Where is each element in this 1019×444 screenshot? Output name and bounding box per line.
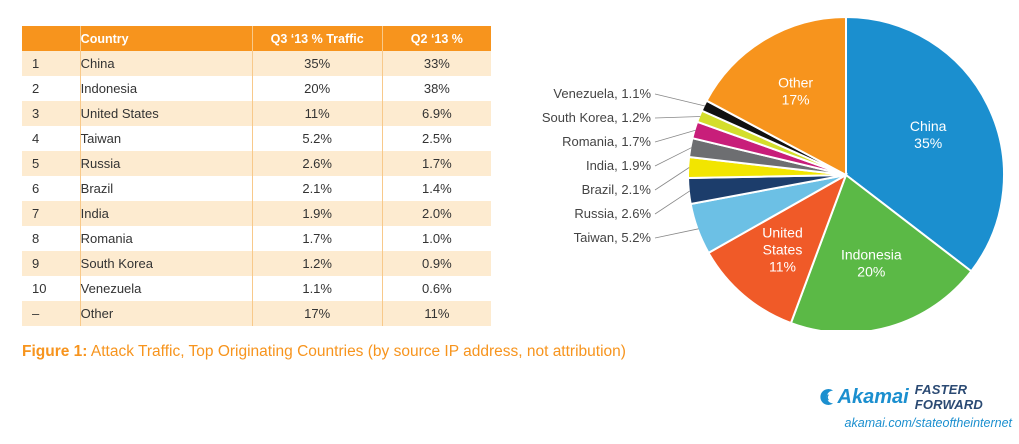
- akamai-logo-icon: [820, 389, 834, 405]
- q2-traffic-cell: 0.9%: [382, 251, 491, 276]
- country-cell: Brazil: [80, 176, 253, 201]
- leader-line-romania: [654, 129, 696, 143]
- header-rank: [22, 26, 81, 51]
- country-cell: Romania: [80, 226, 253, 251]
- brand-url-link[interactable]: akamai.com/stateoftheinternet: [844, 416, 1012, 430]
- rank-cell: 4: [22, 126, 81, 151]
- q2-traffic-cell: 6.9%: [382, 101, 491, 126]
- pie-label-south-korea: South Korea, 1.2%: [542, 110, 652, 125]
- q3-traffic-cell: 1.7%: [252, 226, 383, 251]
- leader-line-taiwan: [654, 228, 699, 239]
- q3-traffic-cell: 1.2%: [252, 251, 383, 276]
- akamai-brand: Akamai FASTER FORWARD akamai.com/stateof…: [818, 382, 1014, 438]
- pie-label-india: India, 1.9%: [586, 158, 651, 173]
- table-header-row: Country Q3 ‘13 % Traffic Q2 ‘13 %: [22, 26, 491, 51]
- table-row: 8 Romania 1.7% 1.0%: [22, 226, 491, 251]
- brand-line: Akamai FASTER FORWARD: [818, 382, 1014, 412]
- table-row: 10 Venezuela 1.1% 0.6%: [22, 276, 491, 301]
- q2-traffic-cell: 1.4%: [382, 176, 491, 201]
- figure-caption-text: Attack Traffic, Top Originating Countrie…: [87, 343, 626, 360]
- q3-traffic-cell: 1.1%: [252, 276, 383, 301]
- pie-label-china: China 35%: [910, 118, 947, 151]
- q2-traffic-cell: 11%: [382, 301, 491, 326]
- rank-cell: –: [22, 301, 81, 326]
- figure-caption-label: Figure 1:: [22, 343, 88, 360]
- q2-traffic-cell: 1.0%: [382, 226, 491, 251]
- leader-line-russia: [654, 190, 691, 215]
- pie-label-united-states: United States 11%: [762, 225, 802, 275]
- leader-line-brazil: [654, 167, 690, 191]
- rank-cell: 10: [22, 276, 81, 301]
- q3-traffic-cell: 2.6%: [252, 151, 383, 176]
- q2-traffic-cell: 2.0%: [382, 201, 491, 226]
- pie-label-romania: Romania, 1.7%: [562, 134, 651, 149]
- rank-cell: 3: [22, 101, 81, 126]
- table-row: 3 United States 11% 6.9%: [22, 101, 491, 126]
- q3-traffic-cell: 2.1%: [252, 176, 383, 201]
- q2-traffic-cell: 2.5%: [382, 126, 491, 151]
- pie-label-indonesia: Indonesia 20%: [841, 247, 902, 280]
- leader-line-south-korea: [654, 116, 701, 119]
- q3-traffic-cell: 20%: [252, 76, 383, 101]
- table-row: 4 Taiwan 5.2% 2.5%: [22, 126, 491, 151]
- attack-traffic-pie-chart: China 35% Indonesia 20% United States 11% Other…: [542, 15, 1006, 330]
- table-row: – Other 17% 11%: [22, 301, 491, 326]
- header-country: Country: [80, 26, 253, 51]
- rank-cell: 2: [22, 76, 81, 101]
- q3-traffic-cell: 1.9%: [252, 201, 383, 226]
- rank-cell: 9: [22, 251, 81, 276]
- rank-cell: 5: [22, 151, 81, 176]
- q3-traffic-cell: 17%: [252, 301, 383, 326]
- country-cell: South Korea: [80, 251, 253, 276]
- pie-label-brazil: Brazil, 2.1%: [582, 182, 652, 197]
- country-cell: Taiwan: [80, 126, 253, 151]
- figure-caption: Figure 1: Attack Traffic, Top Originatin…: [22, 343, 626, 361]
- pie-slice-other: [705, 15, 847, 177]
- q2-traffic-cell: 38%: [382, 76, 491, 101]
- table-row: 9 South Korea 1.2% 0.9%: [22, 251, 491, 276]
- q2-traffic-cell: 0.6%: [382, 276, 491, 301]
- q3-traffic-cell: 11%: [252, 101, 383, 126]
- country-cell: China: [80, 51, 253, 76]
- pie-label-russia: Russia, 2.6%: [574, 206, 651, 221]
- country-cell: United States: [80, 101, 253, 126]
- pie-slice-united-states: [707, 172, 848, 325]
- country-cell: India: [80, 201, 253, 226]
- header-q3-traffic: Q3 ‘13 % Traffic: [252, 26, 383, 51]
- country-cell: Other: [80, 301, 253, 326]
- country-cell: Russia: [80, 151, 253, 176]
- rank-cell: 1: [22, 51, 81, 76]
- table-row: 5 Russia 2.6% 1.7%: [22, 151, 491, 176]
- rank-cell: 7: [22, 201, 81, 226]
- rank-cell: 8: [22, 226, 81, 251]
- header-q2-traffic: Q2 ‘13 %: [382, 26, 491, 51]
- brand-tagline: FASTER FORWARD: [914, 382, 984, 412]
- q3-traffic-cell: 5.2%: [252, 126, 383, 151]
- q3-traffic-cell: 35%: [252, 51, 383, 76]
- leader-line-venezuela: [654, 93, 706, 107]
- table-row: 7 India 1.9% 2.0%: [22, 201, 491, 226]
- brand-name: Akamai: [837, 385, 909, 408]
- country-cell: Venezuela: [80, 276, 253, 301]
- q2-traffic-cell: 33%: [382, 51, 491, 76]
- q2-traffic-cell: 1.7%: [382, 151, 491, 176]
- country-table: Country Q3 ‘13 % Traffic Q2 ‘13 % 1 China…: [22, 26, 491, 326]
- pie-label-other: Other 17%: [778, 75, 813, 108]
- country-cell: Indonesia: [80, 76, 253, 101]
- rank-cell: 6: [22, 176, 81, 201]
- table-row: 1 China 35% 33%: [22, 51, 491, 76]
- table-body: 1 China 35% 33% 2 Indonesia 20% 38% 3 United Stat…: [22, 51, 491, 326]
- pie-slice-indonesia: [789, 173, 973, 330]
- leader-line-india: [654, 147, 692, 167]
- table-row: 2 Indonesia 20% 38%: [22, 76, 491, 101]
- country-table-wrap: Country Q3 ‘13 % Traffic Q2 ‘13 % 1 China…: [22, 26, 491, 326]
- pie-slice-china: [845, 15, 1006, 273]
- pie-label-taiwan: Taiwan, 5.2%: [574, 230, 652, 245]
- pie-label-venezuela: Venezuela, 1.1%: [553, 86, 651, 101]
- table-row: 6 Brazil 2.1% 1.4%: [22, 176, 491, 201]
